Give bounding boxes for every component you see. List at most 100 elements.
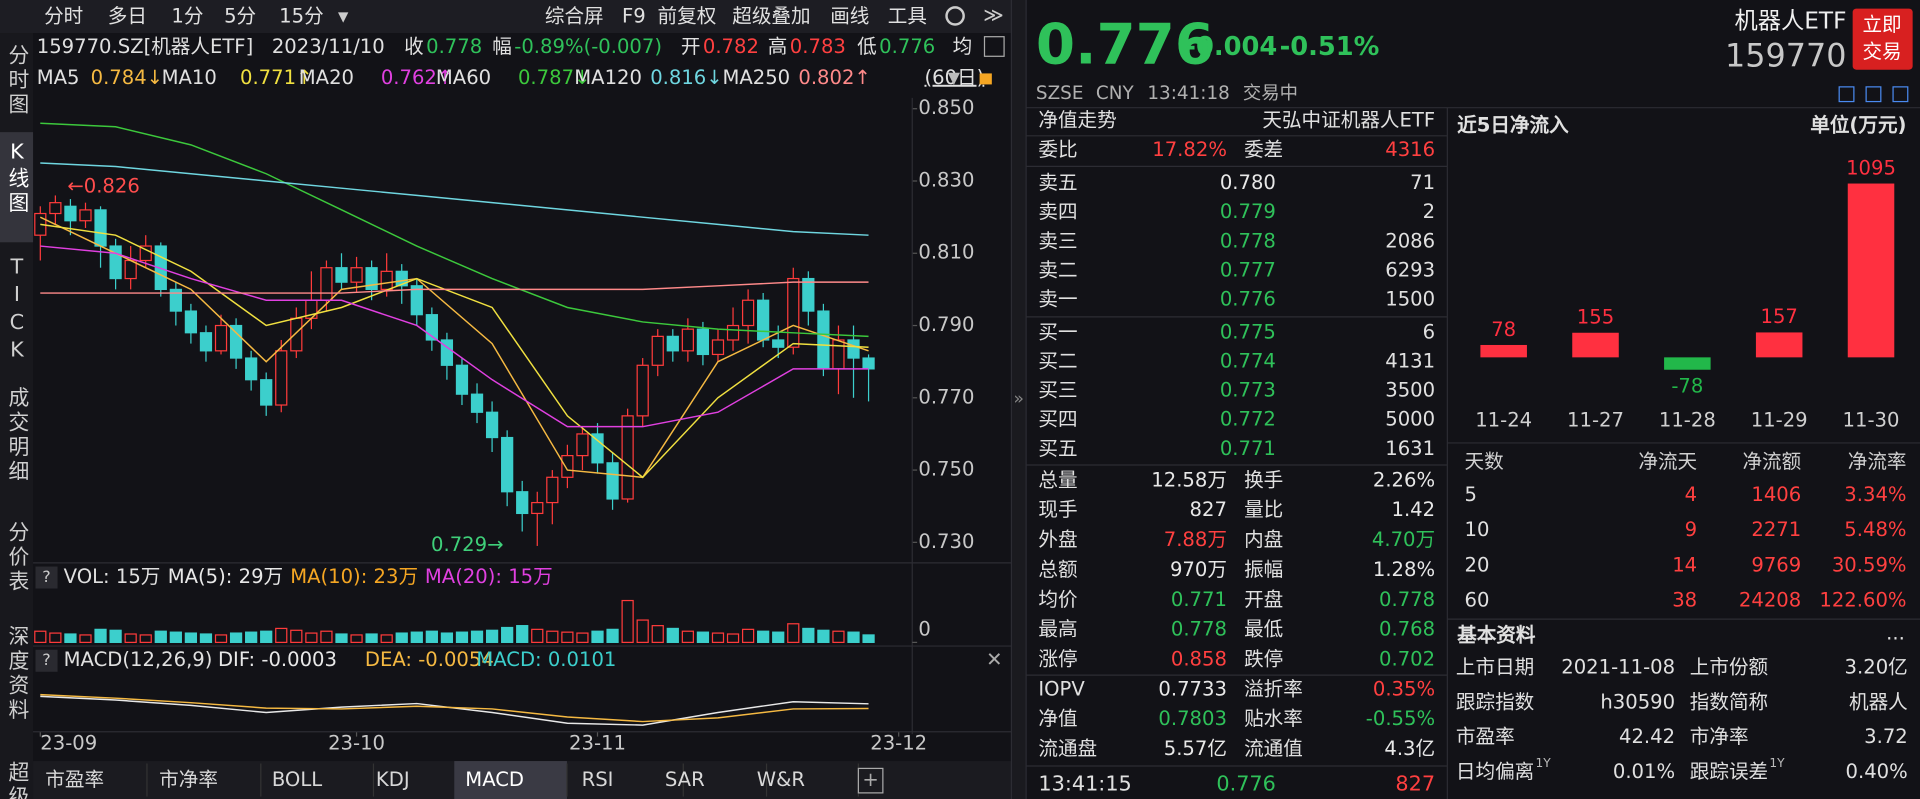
quote-value: 0.776 bbox=[879, 35, 935, 58]
volume-bar bbox=[636, 619, 649, 643]
volume-bar bbox=[260, 630, 273, 643]
stat-value: 2.26% bbox=[1373, 468, 1435, 491]
side-tab[interactable]: K线图 bbox=[5, 139, 29, 216]
period-tab[interactable]: 分时 bbox=[44, 5, 83, 28]
trade-button-label[interactable]: 交易 bbox=[1862, 40, 1901, 63]
help-icon bbox=[35, 649, 58, 672]
expand-icon[interactable]: ≫ bbox=[983, 3, 1004, 26]
book-volume: 6293 bbox=[1385, 258, 1435, 281]
book-label: 卖二 bbox=[1038, 258, 1077, 281]
legend-name[interactable]: MA120 bbox=[574, 66, 642, 89]
period-tab[interactable]: 1分 bbox=[171, 5, 203, 28]
add-tab bbox=[857, 767, 884, 794]
volume-bar bbox=[455, 631, 469, 643]
period-tab[interactable]: 5分 bbox=[224, 5, 256, 28]
low-annotation: 0.729→ bbox=[431, 533, 503, 556]
panel-icon bbox=[983, 36, 1005, 57]
table-cell: 2271 bbox=[1751, 518, 1801, 541]
indicator-tab[interactable]: BOLL bbox=[272, 768, 322, 791]
period-tab[interactable]: 多日 bbox=[108, 5, 147, 28]
info-value: 3.72 bbox=[1864, 725, 1908, 748]
table-header: 净流额 bbox=[1742, 450, 1801, 473]
book-volume: 2 bbox=[1423, 200, 1435, 223]
table-cell: 5.48% bbox=[1844, 518, 1906, 541]
candle-body bbox=[335, 267, 348, 283]
nav-link[interactable]: 净值走势 bbox=[1038, 109, 1116, 132]
legend-name[interactable]: MA5 bbox=[37, 66, 80, 89]
info-label: 日均偏离 bbox=[1456, 760, 1534, 783]
side-tab[interactable]: 深度资料 bbox=[5, 625, 29, 723]
period-selector[interactable]: (60日) bbox=[924, 66, 984, 89]
table-cell: 30.59% bbox=[1832, 553, 1907, 576]
y-tick-label: 0 bbox=[918, 618, 930, 641]
data-label: 155 bbox=[1577, 306, 1614, 329]
quote-label: 均 bbox=[953, 35, 973, 58]
tool-button[interactable]: F9 bbox=[622, 5, 646, 28]
add-tab-icon[interactable]: + bbox=[862, 768, 878, 791]
collapse-icon[interactable]: » bbox=[1014, 389, 1024, 409]
volume-bar bbox=[787, 623, 800, 643]
period-tab[interactable]: 15分 bbox=[279, 5, 324, 28]
book-price: 0.776 bbox=[1220, 288, 1276, 311]
stat-label: 委比 bbox=[1038, 138, 1077, 161]
side-tab[interactable]: 超级 bbox=[5, 761, 29, 799]
candle-body bbox=[711, 339, 725, 356]
candle-body bbox=[606, 462, 619, 500]
stat-label: 外盘 bbox=[1038, 528, 1077, 551]
side-tab[interactable]: 成交明细 bbox=[5, 387, 29, 485]
price-change-pct: -0.51% bbox=[1280, 32, 1380, 62]
indicator-tab[interactable]: SAR bbox=[665, 768, 705, 791]
candle-body bbox=[290, 317, 303, 352]
volume-bar bbox=[817, 629, 830, 643]
tool-button[interactable]: 前复权 bbox=[658, 5, 717, 28]
book-volume: 3500 bbox=[1385, 379, 1435, 402]
stat-value: 0.771 bbox=[1171, 588, 1227, 611]
netflow-bar bbox=[1755, 332, 1803, 358]
table-header: 净流天 bbox=[1638, 450, 1697, 473]
side-tab[interactable]: 分价表 bbox=[5, 521, 29, 594]
legend-value: 0.771↑ bbox=[240, 66, 312, 89]
candle-body bbox=[802, 277, 815, 312]
stat-value: 4316 bbox=[1385, 138, 1435, 161]
indicator-tab[interactable]: MACD bbox=[465, 768, 524, 791]
table-cell: 10 bbox=[1464, 518, 1489, 541]
indicator-tab[interactable]: 市盈率 bbox=[45, 768, 104, 791]
header-icon bbox=[1892, 86, 1909, 103]
close-icon[interactable]: ✕ bbox=[986, 648, 1002, 671]
book-price: 0.780 bbox=[1220, 171, 1276, 194]
info-value: 0.01% bbox=[1613, 760, 1675, 783]
volume-bar bbox=[94, 628, 107, 643]
candle-body bbox=[380, 270, 393, 291]
legend-value: 0.784↓ bbox=[91, 66, 163, 89]
side-tab[interactable]: TICK bbox=[5, 255, 29, 366]
indicator-tab[interactable]: W&R bbox=[757, 768, 806, 791]
legend-name[interactable]: MA20 bbox=[299, 66, 354, 89]
legend-name[interactable]: MA10 bbox=[162, 66, 217, 89]
stat-value: 827 bbox=[1190, 498, 1227, 521]
dropdown-icon[interactable]: ▼ bbox=[338, 10, 349, 25]
indicator-tab[interactable]: RSI bbox=[582, 768, 614, 791]
side-tab[interactable]: 分时图 bbox=[5, 44, 29, 117]
legend-value: 0.787↓ bbox=[518, 66, 590, 89]
candle-body bbox=[184, 310, 198, 334]
trade-button-label[interactable]: 立即 bbox=[1862, 13, 1901, 36]
volume-bar bbox=[335, 633, 348, 643]
info-value: h30590 bbox=[1600, 690, 1675, 713]
legend-name[interactable]: MA250 bbox=[722, 66, 790, 89]
volume-bar bbox=[485, 629, 499, 643]
more-button[interactable]: ... bbox=[1886, 621, 1905, 644]
quote-label: 收 bbox=[404, 35, 424, 58]
tool-button[interactable]: 超级叠加 bbox=[732, 5, 810, 28]
quote-label: 低 bbox=[857, 35, 877, 58]
settings-icon[interactable] bbox=[945, 6, 965, 26]
indicator-tab[interactable]: 市净率 bbox=[159, 768, 218, 791]
dropdown-icon[interactable]: ▼ bbox=[948, 68, 961, 87]
tool-button[interactable]: 综合屏 bbox=[545, 5, 604, 28]
tool-button[interactable]: 工具 bbox=[888, 5, 927, 28]
legend-name[interactable]: MA60 bbox=[436, 66, 491, 89]
candle-body bbox=[124, 259, 137, 280]
indicator-tab[interactable]: KDJ bbox=[376, 768, 410, 791]
volume-bar bbox=[290, 629, 303, 643]
lock-icon bbox=[979, 73, 992, 85]
tool-button[interactable]: 画线 bbox=[830, 5, 869, 28]
